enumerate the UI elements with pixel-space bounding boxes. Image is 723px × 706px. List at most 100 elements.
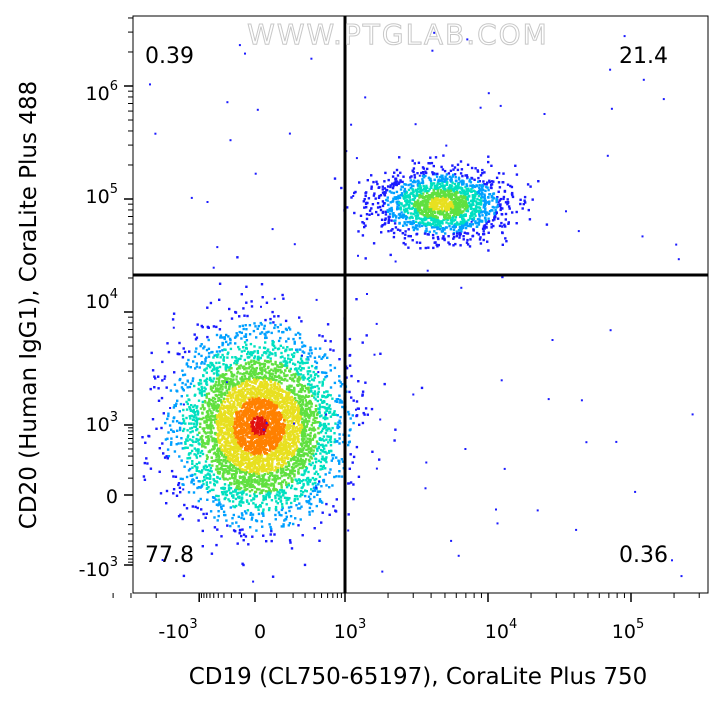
- event-dot: [306, 422, 309, 425]
- event-dot: [277, 426, 281, 430]
- event-dot: [325, 371, 328, 375]
- event-dot: [167, 414, 170, 418]
- event-dot: [226, 447, 230, 451]
- event-dot: [221, 380, 224, 383]
- event-dot: [225, 364, 228, 367]
- event-dot: [263, 392, 266, 395]
- event-dot: [255, 336, 258, 339]
- event-dot: [251, 437, 254, 440]
- event-dot: [281, 480, 284, 484]
- event-dot: [220, 438, 223, 441]
- event-dot: [272, 484, 275, 488]
- event-dot: [218, 376, 221, 379]
- event-dot: [202, 467, 206, 470]
- event-dot: [338, 433, 341, 436]
- event-dot: [242, 427, 246, 430]
- event-dot: [235, 415, 238, 418]
- event-dot: [207, 352, 211, 355]
- event-dot: [267, 459, 270, 463]
- event-dot: [214, 383, 217, 386]
- event-dot: [229, 449, 232, 452]
- event-dot: [223, 452, 226, 455]
- event-dot: [274, 440, 278, 443]
- event-dot: [328, 449, 331, 453]
- event-dot: [310, 364, 314, 368]
- event-dot: [259, 393, 262, 396]
- event-dot: [256, 459, 259, 462]
- event-dot: [294, 408, 297, 412]
- event-dot: [254, 396, 257, 399]
- event-dot: [211, 350, 214, 354]
- event-dot: [229, 417, 232, 420]
- event-dot: [217, 428, 220, 432]
- event-dot: [315, 372, 318, 376]
- event-dot: [257, 434, 261, 437]
- event-dot: [298, 454, 301, 458]
- event-dot: [361, 341, 364, 344]
- event-dot: [258, 412, 261, 415]
- event-dot: [279, 336, 282, 340]
- event-dot: [209, 418, 212, 422]
- event-dot: [260, 456, 263, 459]
- event-dot: [237, 460, 240, 464]
- event-dot: [315, 416, 318, 420]
- event-dot: [271, 474, 275, 478]
- event-dot: [203, 393, 207, 397]
- event-dot: [227, 498, 230, 501]
- event-dot: [291, 468, 294, 472]
- event-dot: [220, 403, 224, 407]
- event-dot: [274, 508, 278, 511]
- event-dot: [187, 434, 190, 437]
- event-dot: [186, 386, 189, 389]
- event-dot: [301, 458, 304, 462]
- event-dot: [224, 424, 227, 427]
- event-dot: [227, 429, 230, 432]
- event-dot: [219, 356, 222, 359]
- event-dot: [328, 513, 331, 516]
- event-dot: [276, 424, 280, 428]
- event-dot: [348, 467, 351, 470]
- event-dot: [284, 414, 287, 417]
- event-dot: [282, 467, 285, 470]
- event-dot: [252, 391, 255, 394]
- event-dot: [244, 333, 248, 336]
- event-dot: [255, 421, 259, 424]
- event-dot: [196, 433, 199, 437]
- event-dot: [288, 384, 291, 387]
- event-dot: [280, 394, 284, 397]
- event-dot: [340, 458, 343, 461]
- event-dot: [293, 438, 297, 441]
- event-dot: [236, 370, 240, 373]
- event-dot: [253, 402, 256, 405]
- event-dot: [275, 488, 279, 492]
- event-dot: [266, 418, 269, 421]
- event-dot: [280, 489, 283, 492]
- event-dot: [220, 454, 224, 457]
- event-dot: [282, 448, 286, 451]
- event-dot: [226, 400, 230, 403]
- event-dot: [222, 419, 226, 423]
- event-dot: [313, 396, 316, 399]
- event-dot: [233, 423, 237, 426]
- event-dot: [233, 426, 236, 430]
- event-dot: [291, 421, 294, 425]
- event-dot: [243, 314, 246, 317]
- event-dot: [313, 393, 317, 396]
- event-dot: [295, 414, 298, 417]
- event-dot: [210, 404, 214, 407]
- event-dot: [361, 421, 365, 425]
- event-dot: [153, 386, 156, 389]
- event-dot: [349, 428, 352, 431]
- event-dot: [318, 475, 322, 478]
- event-dot: [306, 370, 309, 373]
- event-dot: [285, 411, 289, 415]
- event-dot: [241, 390, 244, 394]
- event-dot: [334, 400, 337, 403]
- event-dot: [242, 455, 245, 459]
- event-dot: [267, 483, 270, 486]
- event-dot: [233, 417, 236, 420]
- event-dot: [285, 403, 288, 406]
- event-dot: [256, 426, 259, 429]
- event-dot: [234, 433, 237, 436]
- event-dot: [225, 397, 228, 401]
